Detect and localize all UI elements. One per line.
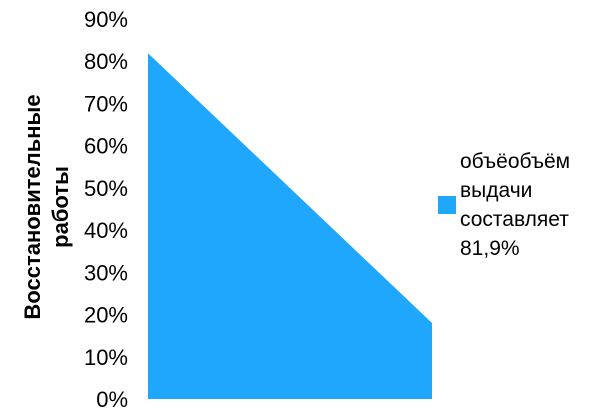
y-tick-label: 80%: [84, 49, 128, 74]
y-tick-label: 50%: [84, 176, 128, 201]
y-axis-title: Восстановительные работы: [20, 94, 73, 319]
legend-label: объёобъём выдачи составляет 81,9%: [460, 150, 571, 260]
area-series: [148, 53, 432, 399]
legend-swatch: [438, 196, 456, 214]
y-tick-label: 40%: [84, 218, 128, 243]
y-tick-label: 30%: [84, 260, 128, 285]
y-axis-title-line: работы: [48, 166, 73, 248]
y-tick-label: 90%: [84, 7, 128, 32]
legend: объёобъём выдачи составляет 81,9%: [438, 147, 603, 263]
y-axis-title-line: Восстановительные: [20, 94, 45, 319]
y-tick-label: 10%: [84, 345, 128, 370]
y-axis-ticks: 0% 10% 20% 30% 40% 50% 60% 70% 80% 90%: [84, 7, 128, 409]
y-tick-label: 70%: [84, 91, 128, 116]
y-tick-label: 0%: [96, 387, 128, 409]
y-tick-label: 20%: [84, 303, 128, 328]
y-tick-label: 60%: [84, 134, 128, 159]
plot-area: [148, 53, 432, 399]
